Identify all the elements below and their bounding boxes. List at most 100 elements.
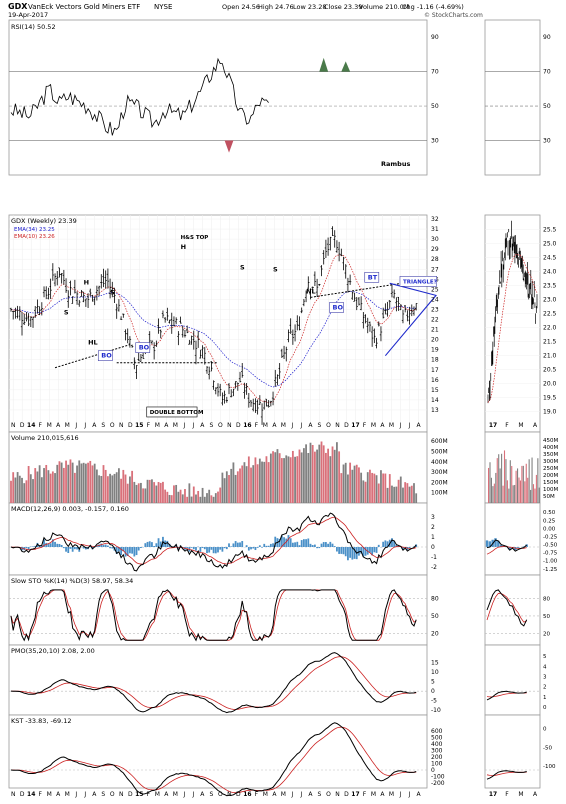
volume-bar [162, 482, 164, 503]
side-price-y-tick: 21.5 [543, 339, 557, 346]
side-price-y-tick: 24.5 [543, 254, 557, 261]
volume-y-tick: 300M [431, 469, 448, 476]
x-tick-label-bottom: N [335, 791, 340, 798]
volume-y-tick: 600M [431, 438, 448, 445]
volume-bar [197, 491, 199, 503]
x-tick-label-bottom: 14 [27, 791, 35, 798]
volume-bar [338, 451, 340, 503]
macd-hist-bar [296, 542, 298, 547]
volume-bar [367, 472, 369, 503]
macd-hist-bar [131, 547, 133, 554]
volume-bar [356, 465, 358, 503]
macd-hist-bar [263, 544, 265, 547]
rsi-annotation: Rambus [381, 160, 410, 168]
volume-bar [279, 453, 281, 503]
x-tick-label: 17 [351, 422, 359, 429]
side-volume-bar [539, 488, 540, 503]
volume-bar [213, 497, 215, 503]
macd-hist-bar [318, 547, 320, 548]
rsi-y-tick: 90 [431, 34, 439, 41]
x-tick-label: M [371, 422, 376, 429]
macd-hist-bar [340, 547, 342, 554]
side-rsi-y-tick: 50 [543, 103, 551, 110]
x-tick-label: O [218, 422, 223, 429]
pattern-annotation: BT [368, 273, 378, 281]
volume-bar [127, 484, 129, 503]
side-price-y-tick: 23.0 [543, 296, 557, 303]
side-volume-bar [511, 466, 512, 503]
volume-bar [345, 463, 347, 503]
macd-hist-bar [288, 535, 290, 547]
x-tick-label-bottom: J [182, 791, 185, 798]
macd-hist-bar [166, 541, 168, 547]
volume-bar [54, 473, 56, 503]
price-y-tick: 24 [431, 296, 439, 303]
x-tick-label-bottom: A [308, 791, 313, 798]
volume-bar [169, 495, 171, 503]
x-tick-label-bottom: M [263, 791, 268, 798]
macd-hist-bar [321, 544, 323, 547]
volume-bar [175, 485, 177, 503]
header-symbol: GDX [8, 2, 28, 11]
volume-bar [259, 459, 261, 503]
header-date: 19-Apr-2017 [8, 11, 48, 19]
x-tick-label-bottom: M [371, 791, 376, 798]
side-price-y-tick: 23.5 [543, 282, 557, 289]
volume-bar [362, 480, 364, 503]
macd-hist-bar [208, 547, 210, 553]
volume-bar [228, 475, 230, 503]
price-y-tick: 22 [431, 317, 439, 324]
side-pmo-tick: 4 [543, 664, 547, 670]
volume-bar [277, 449, 279, 503]
pattern-annotation: S [240, 263, 245, 271]
macd-hist-bar [138, 547, 140, 551]
kst-y-tick: 300 [431, 747, 443, 754]
volume-bar [272, 451, 274, 503]
volume-bar [17, 472, 19, 503]
side-price-y-tick: 20.5 [543, 367, 557, 374]
side-volume-tick: 100M [543, 487, 558, 493]
price-y-tick: 27 [431, 266, 439, 273]
volume-bar [334, 450, 336, 503]
volume-y-tick: 100M [431, 490, 448, 497]
volume-bar [250, 468, 252, 503]
side-macd-tick: 0.00 [543, 526, 556, 532]
macd-hist-bar [292, 543, 294, 547]
side-volume-tick: 300M [543, 459, 558, 465]
side-volume-bar [510, 460, 511, 503]
x-tick-label-bottom: A [200, 791, 205, 798]
volume-bar [59, 461, 61, 503]
volume-bar [100, 476, 102, 503]
pattern-annotation: DOUBLE BOTTOM [150, 410, 204, 416]
pmo-legend: PMO(35,20,10) 2.08, 2.00 [11, 647, 95, 655]
pattern-annotation: S [273, 265, 278, 273]
volume-bar [233, 462, 235, 503]
volume-bar [103, 465, 105, 503]
x-tick-label-bottom: 17 [351, 791, 359, 798]
volume-bar [173, 485, 175, 503]
volume-bar [299, 450, 301, 503]
volume-bar [305, 444, 307, 503]
side-volume-bar [526, 464, 527, 503]
price-y-tick: 19 [431, 347, 439, 354]
side-volume-bar [516, 471, 517, 503]
volume-bar [177, 492, 179, 503]
price-y-tick: 18 [431, 357, 439, 364]
side-volume-bar [495, 473, 496, 503]
price-y-tick: 32 [431, 216, 439, 223]
volume-bar [34, 468, 36, 503]
volume-bar [384, 474, 386, 503]
header-open: Open 24.56 [222, 3, 260, 11]
pmo-y-tick: 5 [431, 679, 435, 686]
side-volume-bar [527, 478, 528, 503]
side-price-y-tick: 22.5 [543, 310, 557, 317]
volume-bar [268, 462, 270, 503]
x-tick-label: M [47, 422, 52, 429]
volume-bar [325, 453, 327, 503]
volume-bar [354, 466, 356, 503]
volume-bar [415, 493, 417, 503]
x-tick-label-bottom: F [147, 791, 151, 798]
side-pmo-tick: 3 [543, 674, 547, 680]
x-tick-label-bottom: D [344, 791, 349, 798]
x-tick-label-bottom: D [236, 791, 241, 798]
